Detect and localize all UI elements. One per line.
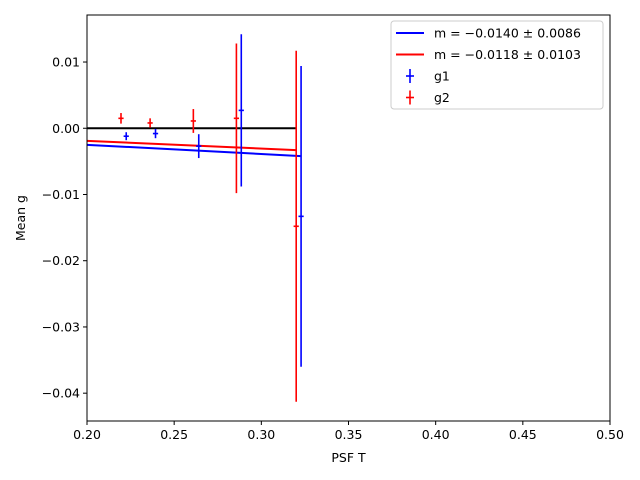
g1-point-4 bbox=[238, 34, 244, 187]
g2-point-4 bbox=[233, 43, 240, 194]
g1-point-5 bbox=[298, 65, 304, 367]
legend: m = −0.0140 ± 0.0086 m = −0.0118 ± 0.0103… bbox=[390, 20, 604, 110]
g1-point-3 bbox=[196, 134, 202, 159]
x-tick-label-7: 0.50 bbox=[596, 427, 624, 442]
legend-label-2: m = −0.0118 ± 0.0103 bbox=[434, 47, 581, 62]
x-tick-label-3: 0.30 bbox=[247, 427, 275, 442]
y-tick-label-3: −0.02 bbox=[42, 253, 80, 268]
x-tick-label-6: 0.45 bbox=[509, 427, 537, 442]
g1-point-1 bbox=[123, 132, 129, 141]
g1-point-2 bbox=[152, 128, 159, 139]
legend-label-4: g2 bbox=[434, 90, 450, 105]
g2-point-2 bbox=[147, 118, 153, 128]
x-axis-label: PSF T bbox=[331, 450, 366, 465]
legend-box bbox=[390, 20, 604, 110]
y-tick-label-6: 0.01 bbox=[52, 55, 80, 70]
fit-line-2 bbox=[86, 139, 297, 152]
g2-point-1 bbox=[118, 113, 124, 124]
g2-point-5 bbox=[293, 50, 299, 402]
x-tick-label-5: 0.40 bbox=[422, 427, 450, 442]
y-tick-label-5: 0.00 bbox=[52, 121, 80, 136]
fit-line-1 bbox=[86, 143, 302, 158]
legend-entry-4: g2 bbox=[406, 90, 450, 105]
y-tick-label-2: −0.03 bbox=[42, 319, 80, 334]
x-tick-label-4: 0.35 bbox=[335, 427, 363, 442]
legend-entry-1: m = −0.0140 ± 0.0086 bbox=[396, 26, 581, 41]
y-tick-label-4: −0.01 bbox=[42, 187, 80, 202]
x-tick-label-2: 0.25 bbox=[160, 427, 188, 442]
legend-label-3: g1 bbox=[434, 69, 450, 84]
plot-area bbox=[86, 34, 304, 402]
x-tick-label-1: 0.20 bbox=[73, 427, 101, 442]
legend-entry-2: m = −0.0118 ± 0.0103 bbox=[396, 47, 581, 62]
legend-label-1: m = −0.0140 ± 0.0086 bbox=[434, 26, 581, 41]
g2-point-3 bbox=[190, 109, 196, 133]
y-tick-label-1: −0.04 bbox=[42, 386, 80, 401]
legend-entry-3: g1 bbox=[406, 69, 450, 84]
axes: 0.20 0.25 0.30 0.35 0.40 0.45 0.50 −0.04 −0.03 −0… bbox=[42, 14, 624, 442]
y-axis-label: Mean g bbox=[13, 195, 28, 241]
